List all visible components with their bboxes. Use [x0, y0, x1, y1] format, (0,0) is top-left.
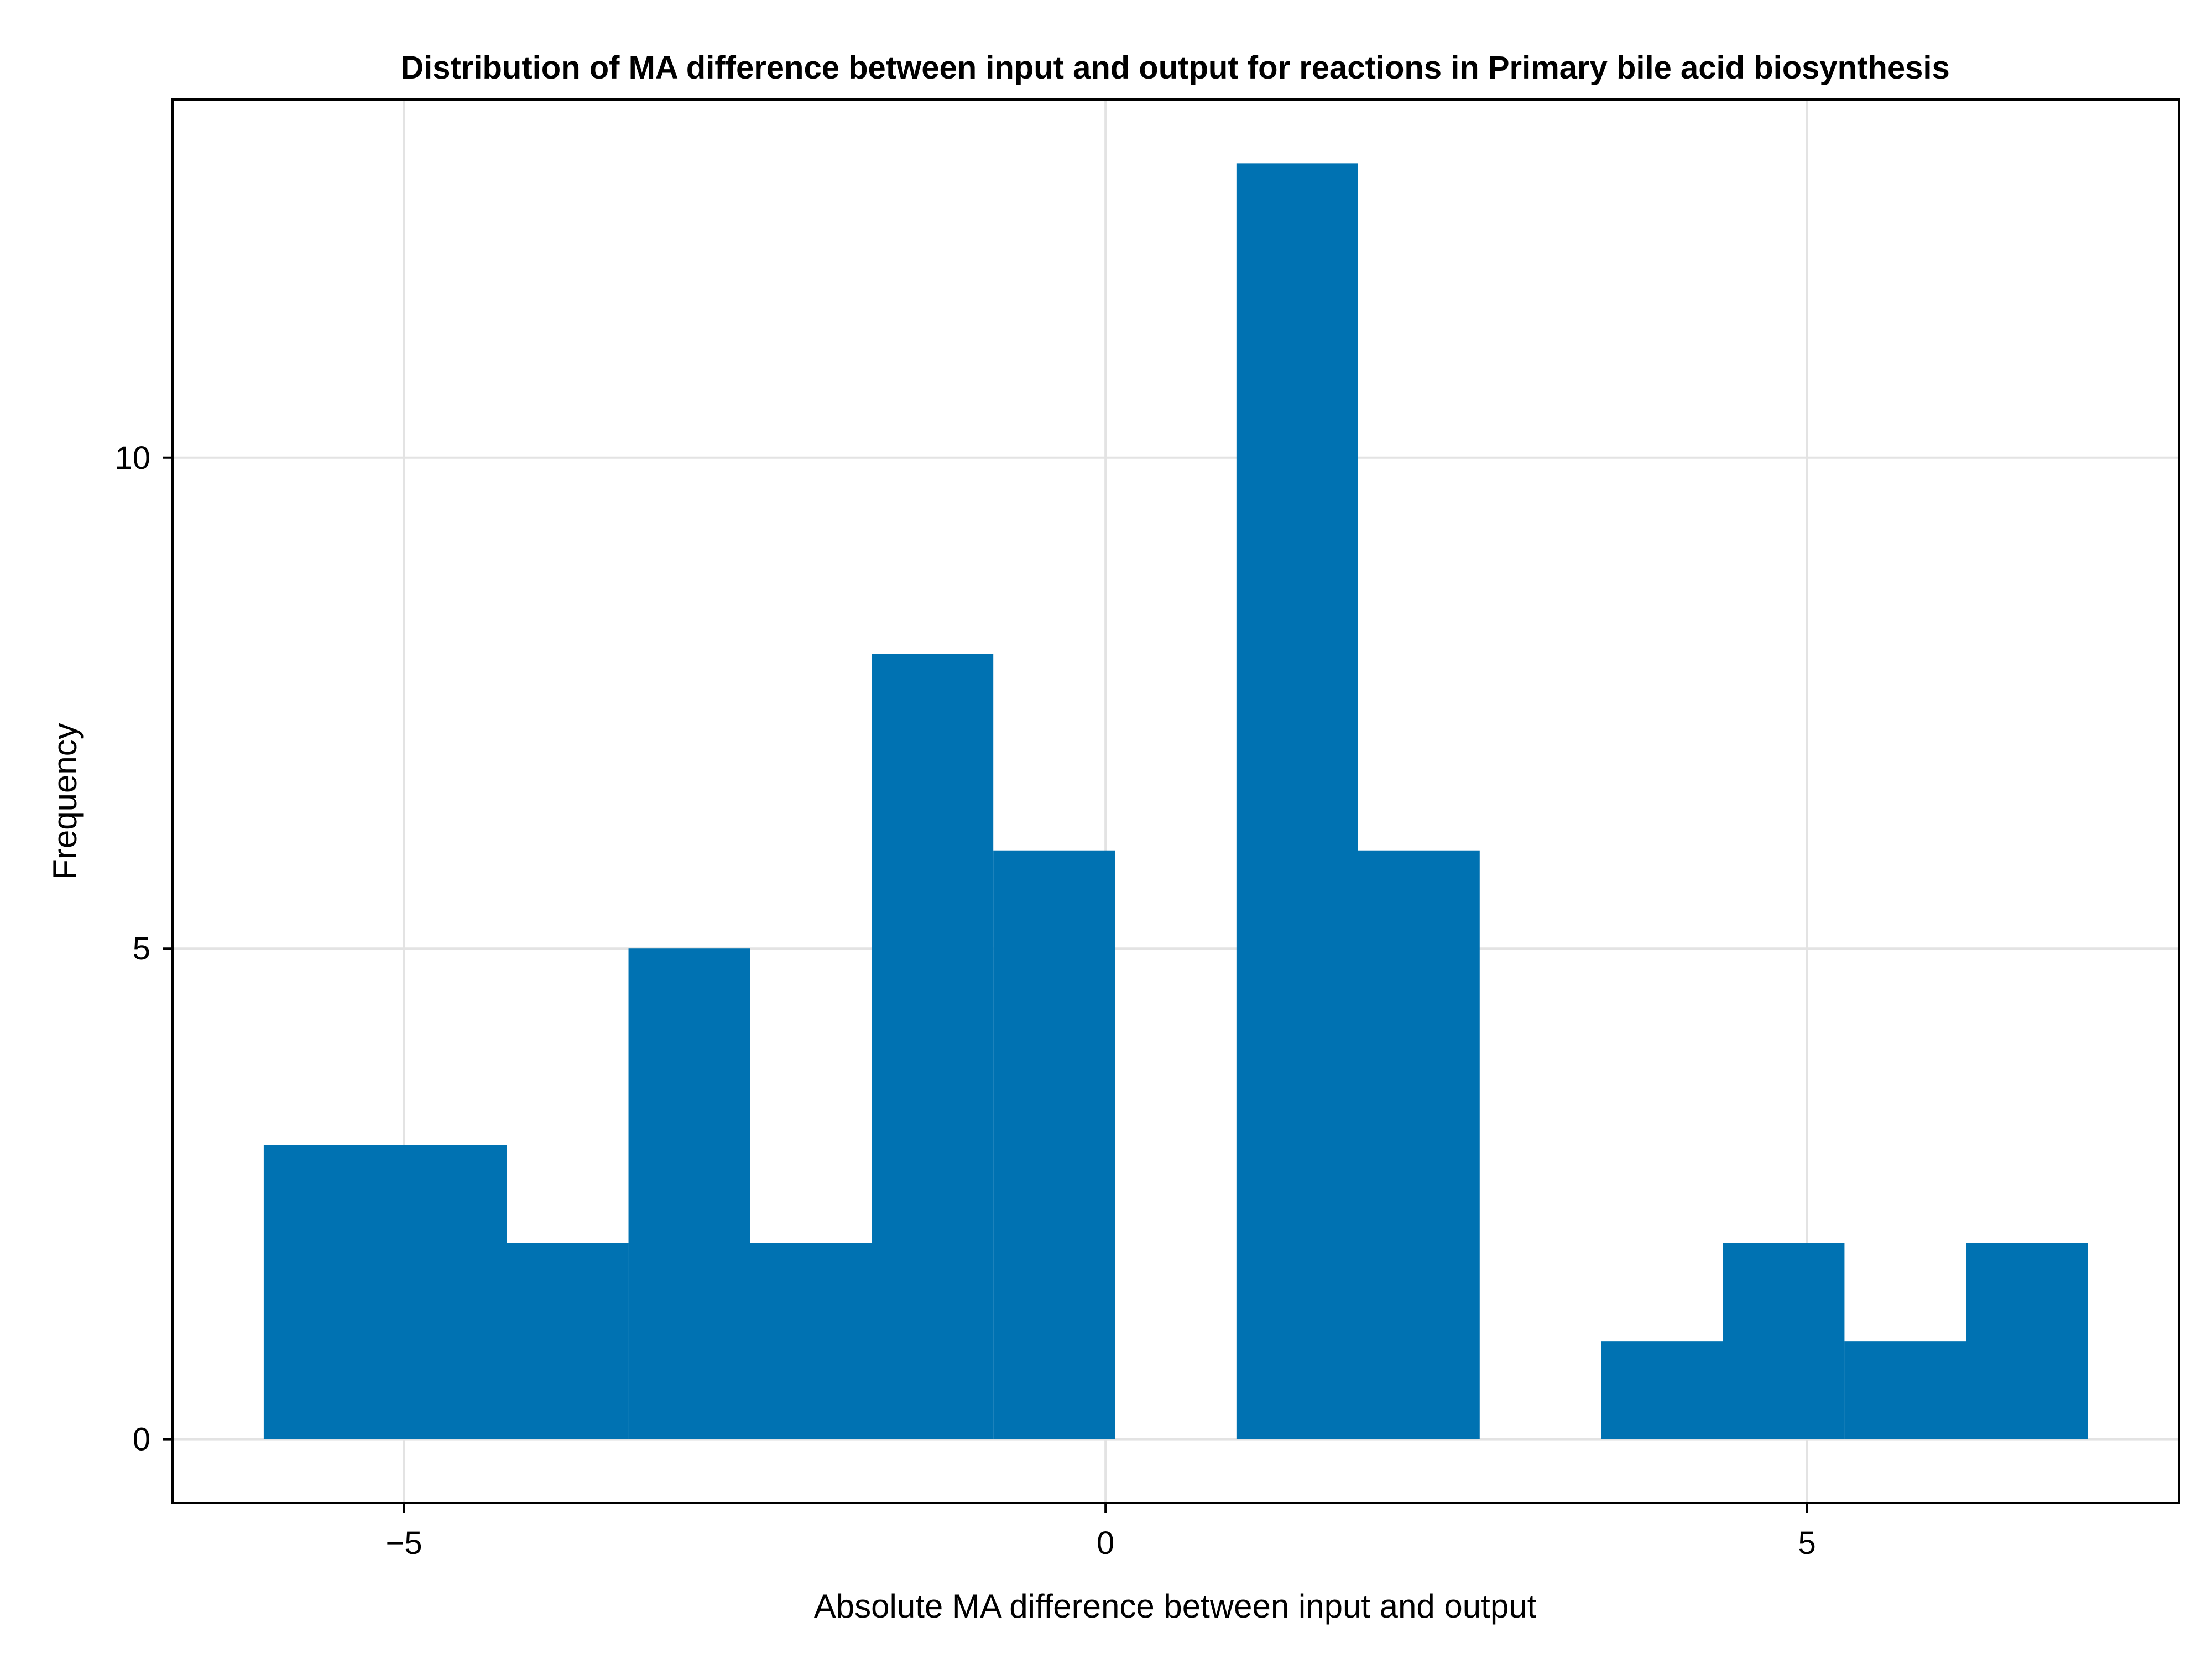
x-axis-label: Absolute MA difference between input and… — [814, 1588, 1537, 1625]
histogram-bar — [1844, 1341, 1966, 1439]
histogram-bar — [263, 1145, 385, 1439]
x-tick-label: 5 — [1798, 1525, 1816, 1561]
chart-title: Distribution of MA difference between in… — [400, 50, 1950, 86]
histogram-bars — [263, 163, 2088, 1439]
histogram-bar — [1723, 1243, 1845, 1439]
histogram-bar — [1966, 1243, 2088, 1439]
y-axis-label: Frequency — [46, 723, 84, 879]
histogram-bar — [872, 654, 994, 1439]
x-axis-ticks: −5 0 5 — [386, 1503, 1816, 1561]
y-tick-label: 10 — [114, 440, 150, 476]
histogram-bar — [507, 1243, 629, 1439]
histogram-bar — [1601, 1341, 1723, 1439]
histogram-bar — [628, 948, 750, 1439]
histogram-bar — [385, 1145, 507, 1439]
y-tick-label: 0 — [133, 1422, 150, 1458]
histogram-bar — [1358, 850, 1480, 1439]
histogram-bar — [993, 850, 1115, 1439]
x-tick-label: 0 — [1097, 1525, 1114, 1561]
plot-frame — [171, 98, 2180, 1504]
y-tick-label: 5 — [133, 931, 150, 967]
histogram-bar — [750, 1243, 872, 1439]
x-tick-label: −5 — [386, 1525, 422, 1561]
y-axis-ticks: 0 5 10 — [114, 440, 173, 1458]
histogram-bar — [1236, 163, 1358, 1439]
